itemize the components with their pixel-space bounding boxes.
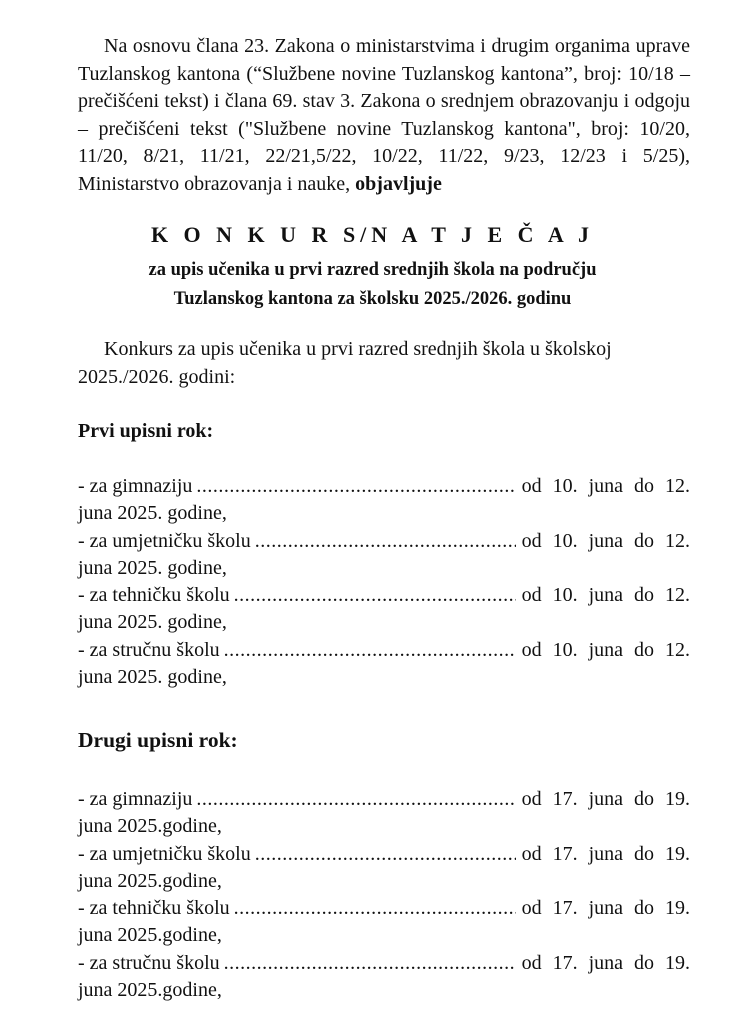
entry-line: - za umjetničku školu od 10. juna do 12. [78, 528, 690, 555]
entry-date: od 10. juna do 12. [521, 475, 690, 497]
entry-date-continuation: juna 2025.godine, [78, 979, 222, 1002]
subtitle-line-1: za upis učenika u prvi razred srednjih š… [148, 260, 597, 280]
dot-leader [234, 895, 516, 923]
entry-date: od 17. juna do 19. [521, 842, 690, 865]
entry-date-continuation: juna 2025. godine, [78, 556, 227, 579]
intro-paragraph: Na osnovu člana 23. Zakona o ministarstv… [78, 33, 690, 199]
entry-line: - za gimnaziju od 10. juna do 12. [78, 473, 690, 500]
entry-label: - za umjetničku školu [78, 529, 251, 552]
dot-leader [234, 582, 516, 610]
entry-date-continuation: juna 2025. godine, [78, 502, 227, 525]
entry-line: - za tehničku školu od 10. juna do 12. [78, 582, 690, 609]
dot-leader [224, 637, 516, 665]
entry-label: - za umjetničku školu [78, 842, 251, 865]
entry-date: od 17. juna do 19. [521, 897, 690, 920]
entry-line: - za stručnu školu od 10. juna do 12. [78, 637, 690, 664]
entry-label: - za gimnaziju [78, 788, 193, 810]
round-1-list: - za gimnaziju od 10. juna do 12. juna 202… [78, 473, 690, 691]
entry-label: - za gimnaziju [78, 475, 193, 497]
round-2-list: - za gimnaziju od 17. juna do 19. juna 202… [78, 786, 690, 1004]
entry-date-continuation: juna 2025.godine, [78, 924, 222, 947]
lead-paragraph: Konkurs za upis učenika u prvi razred sr… [78, 338, 612, 388]
entry-date: od 10. juna do 12. [521, 638, 690, 661]
dot-leader [196, 786, 515, 814]
dot-leader [224, 950, 516, 978]
entry-line: - za tehničku školu od 17. juna do 19. [78, 895, 690, 922]
round-2-heading: Drugi upisni rok: [78, 728, 238, 752]
entry-label: - za stručnu školu [78, 951, 220, 974]
round-1-heading: Prvi upisni rok: [78, 420, 214, 442]
entry-label: - za tehničku školu [78, 897, 230, 920]
entry-date: od 10. juna do 12. [521, 529, 690, 552]
subtitle-line-2: Tuzlanskog kantona za školsku 2025./2026… [173, 289, 572, 309]
dot-leader [196, 473, 515, 501]
entry-label: - za stručnu školu [78, 638, 220, 661]
entry-date-continuation: juna 2025. godine, [78, 666, 227, 689]
entry-label: - za tehničku školu [78, 584, 230, 607]
entry-line: - za umjetničku školu od 17. juna do 19. [78, 841, 690, 868]
entry-date-continuation: juna 2025.godine, [78, 869, 222, 892]
entry-date: od 10. juna do 12. [521, 584, 690, 607]
entry-line: - za gimnaziju od 17. juna do 19. [78, 786, 690, 813]
entry-date-continuation: juna 2025. godine, [78, 611, 227, 634]
entry-date: od 17. juna do 19. [521, 951, 690, 974]
entry-line: - za stručnu školu od 17. juna do 19. [78, 950, 690, 977]
document-subtitle: za upis učenika u prvi razred srednjih š… [0, 256, 745, 314]
entry-date: od 17. juna do 19. [521, 788, 690, 810]
intro-bold-word: objavljuje [355, 172, 442, 195]
document-title: K O N K U R S/N A T J E Č A J [150, 222, 595, 247]
dot-leader [255, 528, 516, 556]
entry-date-continuation: juna 2025.godine, [78, 815, 222, 838]
dot-leader [255, 841, 516, 869]
intro-text: Na osnovu člana 23. Zakona o ministarstv… [78, 35, 690, 195]
